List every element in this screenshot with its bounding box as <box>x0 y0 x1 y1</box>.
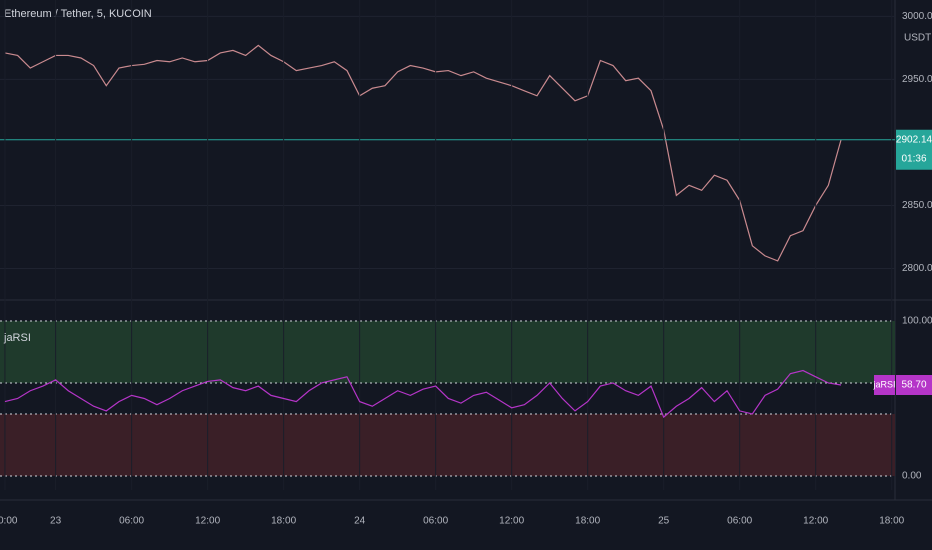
value-badge-label: 58.70 <box>901 380 926 391</box>
band <box>0 320 895 383</box>
x-tick-label: 18:00 <box>575 516 600 527</box>
pane-title: jaRSI <box>3 332 31 344</box>
y-tick-label: 0.00 <box>902 471 922 482</box>
x-tick-label: 18:00 <box>879 516 904 527</box>
band <box>0 414 895 477</box>
y-tick-label: 100.00 <box>902 316 932 327</box>
pane-title: Ethereum / Tether, 5, KUCOIN <box>4 8 152 20</box>
y-tick-label: 2950.00 <box>902 74 932 85</box>
x-tick-label: 06:00 <box>727 516 752 527</box>
x-tick-label: 12:00 <box>499 516 524 527</box>
y-tick-label: 2850.00 <box>902 200 932 211</box>
price-line <box>4 369 842 419</box>
value-badge-label: 2902.14 <box>896 134 932 145</box>
y-tick-label: 2800.00 <box>902 263 932 274</box>
x-tick-label: 23 <box>50 516 62 527</box>
value-badge <box>896 374 932 395</box>
series-badge-label: jaRSI <box>872 379 895 389</box>
x-tick-label: 12:00 <box>803 516 828 527</box>
y-tick-label: 3000.00 <box>902 11 932 22</box>
x-tick-label: 06:00 <box>423 516 448 527</box>
x-tick-label: 00:00 <box>0 516 18 527</box>
x-tick-label: 18:00 <box>271 516 296 527</box>
price-line <box>4 44 842 262</box>
x-tick-label: 24 <box>354 516 366 527</box>
x-tick-label: 25 <box>658 516 670 527</box>
x-tick-label: 12:00 <box>195 516 220 527</box>
series-badge <box>874 374 895 395</box>
x-tick-label: 06:00 <box>119 516 144 527</box>
value-badge <box>896 129 932 170</box>
countdown: 01:36 <box>901 153 926 164</box>
y-axis-label: USDT <box>904 33 931 44</box>
